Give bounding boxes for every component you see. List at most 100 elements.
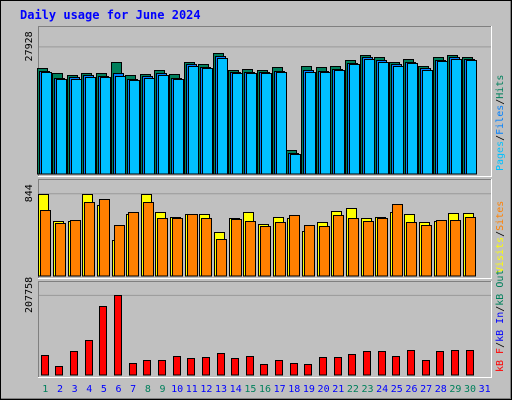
panel-background bbox=[38, 281, 492, 378]
legend-entry: Files bbox=[495, 105, 506, 135]
x-tick-label: 23 bbox=[361, 384, 373, 395]
bar-sites-day-2 bbox=[55, 223, 66, 277]
bar-pages-day-3 bbox=[71, 79, 82, 175]
bar-kb-f-day-21 bbox=[334, 357, 342, 376]
x-tick-label: 22 bbox=[347, 384, 359, 395]
x-tick-label: 8 bbox=[145, 384, 151, 395]
bar-pages-day-7 bbox=[129, 80, 140, 175]
bar-pages-day-27 bbox=[422, 70, 433, 175]
x-tick-label: 26 bbox=[405, 384, 417, 395]
bar-pages-day-24 bbox=[378, 62, 389, 175]
bar-pages-day-1 bbox=[41, 72, 52, 175]
bar-kb-f-day-4 bbox=[85, 340, 93, 376]
bar-kb-f-day-8 bbox=[143, 360, 151, 376]
bar-pages-day-8 bbox=[144, 78, 155, 175]
bar-pages-day-30 bbox=[466, 60, 477, 175]
panel-legend: Visits/Sites bbox=[495, 201, 506, 273]
bar-kb-f-day-27 bbox=[422, 360, 430, 376]
bar-kb-f-day-23 bbox=[363, 351, 371, 376]
bar-pages-day-2 bbox=[56, 79, 67, 175]
x-tick-label: 5 bbox=[101, 384, 107, 395]
x-tick-label: 13 bbox=[215, 384, 227, 395]
bar-kb-f-day-19 bbox=[304, 364, 312, 376]
x-tick-label: 17 bbox=[274, 384, 286, 395]
bar-sites-day-25 bbox=[392, 204, 403, 277]
bar-sites-day-24 bbox=[377, 218, 388, 277]
x-tick-label: 14 bbox=[230, 384, 242, 395]
bar-kb-f-day-17 bbox=[275, 360, 283, 376]
x-tick-label: 3 bbox=[72, 384, 78, 395]
bar-pages-day-14 bbox=[232, 73, 243, 175]
legend-entry: kB In bbox=[495, 312, 506, 342]
chart-panels: 27928Pages/Files/Hits844Visits/Sites2077… bbox=[24, 26, 506, 378]
bar-sites-day-10 bbox=[172, 218, 183, 277]
x-tick-label: 24 bbox=[376, 384, 388, 395]
bar-sites-day-8 bbox=[143, 202, 154, 277]
bar-kb-f-day-20 bbox=[319, 357, 327, 376]
bar-kb-f-day-11 bbox=[187, 358, 195, 376]
bar-sites-day-6 bbox=[114, 225, 125, 277]
x-tick-label: 18 bbox=[288, 384, 300, 395]
bar-pages-day-18 bbox=[290, 154, 301, 175]
legend-entry: kB Out bbox=[495, 270, 506, 306]
bar-pages-day-22 bbox=[349, 64, 360, 175]
bar-kb-f-day-3 bbox=[70, 351, 78, 376]
x-tick-label: 19 bbox=[303, 384, 315, 395]
bar-kb-f-day-6 bbox=[114, 295, 122, 376]
panel-visits-sites: 844 Visits/Sites bbox=[24, 179, 506, 279]
series-sites bbox=[40, 199, 476, 277]
y-max-label: 27928 bbox=[24, 31, 35, 61]
legend-separator: / bbox=[495, 231, 506, 237]
bar-kb-f-day-9 bbox=[158, 360, 166, 376]
bar-pages-day-21 bbox=[334, 70, 345, 175]
x-tick-label: 29 bbox=[449, 384, 461, 395]
bar-kb-f-day-28 bbox=[436, 351, 444, 376]
x-tick-label: 16 bbox=[259, 384, 271, 395]
x-tick-label: 7 bbox=[130, 384, 136, 395]
bar-sites-day-19 bbox=[304, 225, 315, 277]
bar-pages-day-6 bbox=[115, 76, 126, 175]
bar-pages-day-23 bbox=[364, 59, 375, 175]
y-max-label: 207758 bbox=[24, 277, 35, 313]
legend-separator: / bbox=[495, 99, 506, 105]
bar-sites-day-12 bbox=[201, 218, 212, 277]
bar-pages-day-5 bbox=[100, 77, 111, 175]
series-pages bbox=[41, 58, 477, 175]
bar-kb-f-day-16 bbox=[260, 364, 268, 376]
bar-kb-f-day-26 bbox=[407, 350, 415, 376]
bar-sites-day-11 bbox=[187, 214, 198, 277]
bar-pages-day-20 bbox=[320, 72, 331, 175]
x-tick-label: 6 bbox=[116, 384, 122, 395]
x-tick-label: 20 bbox=[318, 384, 330, 395]
bar-sites-day-14 bbox=[231, 219, 242, 277]
bar-pages-day-29 bbox=[451, 59, 462, 175]
bar-sites-day-1 bbox=[40, 210, 51, 277]
bar-sites-day-7 bbox=[128, 212, 139, 277]
bar-sites-day-22 bbox=[348, 218, 359, 277]
bar-sites-day-20 bbox=[319, 226, 330, 277]
bar-kb-f-day-1 bbox=[41, 355, 49, 376]
x-tick-label: 25 bbox=[391, 384, 403, 395]
bar-sites-day-16 bbox=[260, 226, 271, 277]
bar-sites-day-30 bbox=[465, 217, 476, 277]
bar-pages-day-28 bbox=[437, 61, 448, 175]
y-max-label: 844 bbox=[24, 184, 35, 202]
chart-title: Daily usage for June 2024 bbox=[20, 8, 201, 22]
bar-sites-day-15 bbox=[245, 221, 256, 277]
bar-kb-f-day-5 bbox=[99, 306, 107, 376]
bar-sites-day-26 bbox=[406, 222, 417, 277]
bar-sites-day-13 bbox=[216, 239, 227, 277]
bar-sites-day-18 bbox=[289, 215, 300, 277]
bar-pages-day-26 bbox=[407, 63, 418, 175]
bar-sites-day-29 bbox=[450, 220, 461, 277]
bar-pages-day-16 bbox=[261, 73, 272, 175]
x-tick-label: 12 bbox=[200, 384, 212, 395]
bar-kb-f-day-15 bbox=[246, 356, 254, 376]
legend-separator: / bbox=[495, 135, 506, 141]
bar-pages-day-17 bbox=[276, 72, 287, 175]
legend-entry: Pages bbox=[495, 141, 506, 171]
bar-sites-day-3 bbox=[70, 220, 81, 277]
